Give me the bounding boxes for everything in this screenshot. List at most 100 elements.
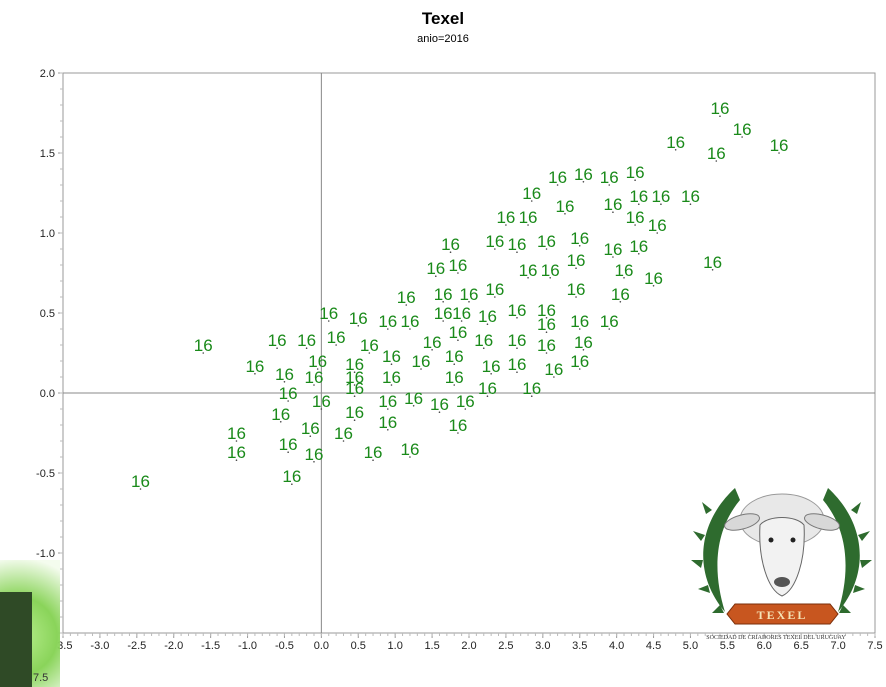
data-point-label: 16 xyxy=(312,392,331,411)
data-point-label: 16 xyxy=(603,195,622,214)
data-point-label: 16 xyxy=(508,301,527,320)
x-tick-label: 3.0 xyxy=(535,640,550,652)
data-point-label: 16 xyxy=(508,331,527,350)
wreath-right-icon xyxy=(823,488,860,612)
data-point-marker xyxy=(612,211,614,213)
data-point-marker xyxy=(530,200,533,202)
data-point-marker xyxy=(516,251,518,253)
data-point-marker xyxy=(715,160,718,162)
data-point-label: 16 xyxy=(482,357,501,376)
data-point-label: 16 xyxy=(537,301,556,320)
data-point-label: 16 xyxy=(268,331,287,350)
data-point-marker xyxy=(387,408,389,410)
data-point-marker xyxy=(516,317,518,319)
data-point-label: 16 xyxy=(448,416,467,435)
data-point-label: 16 xyxy=(629,237,648,256)
data-point-marker xyxy=(582,349,585,351)
data-point-marker xyxy=(283,381,286,383)
data-point-marker xyxy=(412,405,415,407)
corner-overlay-panel xyxy=(0,592,32,687)
data-point-label: 16 xyxy=(478,307,497,326)
data-point-marker xyxy=(545,317,548,319)
data-point-label: 16 xyxy=(282,467,301,486)
x-tick-label: -2.0 xyxy=(164,640,183,652)
data-point-label: 16 xyxy=(648,216,667,235)
x-axis: -3.5 -3.0 -2.5 -2.0 -1.5 -1.0 -0.5 0.0 0.5 1.0 1.5… xyxy=(54,633,883,652)
data-point-marker xyxy=(689,203,692,205)
data-point-marker xyxy=(553,376,555,378)
data-point-label: 16 xyxy=(541,261,560,280)
data-point-label: 16 xyxy=(537,232,556,251)
x-tick-label: -3.0 xyxy=(90,640,109,652)
data-point-marker xyxy=(287,451,289,454)
data-point-marker xyxy=(434,275,437,278)
wreath-leaves-right-icon xyxy=(839,502,872,613)
data-point-label: 16 xyxy=(400,312,419,331)
data-point-label: 16 xyxy=(651,187,670,206)
data-point-label: 16 xyxy=(456,392,475,411)
sheep-ear-right-icon xyxy=(804,513,840,531)
data-point-label: 16 xyxy=(345,379,364,398)
data-point-marker xyxy=(409,456,411,458)
data-point-label: 16 xyxy=(522,379,541,398)
chart-title: Texel xyxy=(422,9,464,28)
data-point-label: 16 xyxy=(733,120,752,139)
data-point-marker xyxy=(453,363,456,366)
data-point-label: 16 xyxy=(603,240,622,259)
data-point-label: 16 xyxy=(707,144,726,163)
data-point-marker xyxy=(578,245,581,247)
data-point-label: 16 xyxy=(519,208,538,227)
data-point-marker xyxy=(634,224,636,226)
data-point-marker xyxy=(457,432,459,434)
data-point-marker xyxy=(202,352,205,354)
data-point-label: 16 xyxy=(275,365,294,384)
data-point-marker xyxy=(387,429,389,431)
data-point-label: 16 xyxy=(711,99,730,118)
data-point-label: 16 xyxy=(460,285,479,304)
data-point-label: 16 xyxy=(345,368,364,387)
data-point-marker xyxy=(431,349,433,351)
data-point-label: 16 xyxy=(567,280,586,299)
data-point-marker xyxy=(464,408,467,410)
data-point-marker xyxy=(460,320,463,322)
data-point-label: 16 xyxy=(378,392,397,411)
logo-badge-text: TEXEL xyxy=(757,608,808,622)
data-point-label: 16 xyxy=(570,229,589,248)
data-point-marker xyxy=(390,363,393,366)
data-point-label: 16 xyxy=(279,435,298,454)
sheep-eye-left-icon xyxy=(768,537,774,543)
wreath-left-icon xyxy=(703,488,740,612)
data-point-label: 16 xyxy=(131,472,150,491)
y-tick-label: 2.0 xyxy=(40,68,55,80)
data-point-marker xyxy=(291,483,293,486)
data-point-marker xyxy=(516,371,518,374)
data-point-label: 16 xyxy=(508,235,527,254)
data-point-marker xyxy=(442,301,444,303)
data-point-label: 16 xyxy=(452,304,471,323)
data-point-label: 16 xyxy=(508,355,527,374)
data-point-marker xyxy=(612,256,614,258)
data-point-label: 16 xyxy=(423,333,442,352)
data-point-label: 16 xyxy=(600,312,619,331)
data-point-label: 16 xyxy=(271,405,290,424)
data-point-label: 16 xyxy=(345,355,364,374)
data-point-marker xyxy=(490,373,492,375)
data-point-marker xyxy=(505,224,507,226)
data-point-marker xyxy=(357,325,360,327)
data-point-marker xyxy=(494,248,496,250)
data-point-label: 16 xyxy=(345,403,364,422)
data-point-marker xyxy=(634,179,636,181)
data-point-marker xyxy=(442,320,444,322)
data-point-label: 16 xyxy=(567,251,586,270)
data-point-label: 16 xyxy=(629,187,648,206)
data-point-label: 16 xyxy=(770,136,789,155)
data-point-marker xyxy=(353,384,356,386)
data-point-label: 16 xyxy=(448,256,467,275)
data-point-label: 16 xyxy=(382,368,401,387)
x-tick-label: 1.5 xyxy=(424,640,439,652)
data-point-label: 16 xyxy=(430,395,449,414)
y-axis: 2.01.51.00.50.0-0.5-1.0-1.5 xyxy=(36,68,63,640)
data-point-label: 16 xyxy=(382,347,401,366)
y-tick-label: -0.5 xyxy=(36,468,55,480)
